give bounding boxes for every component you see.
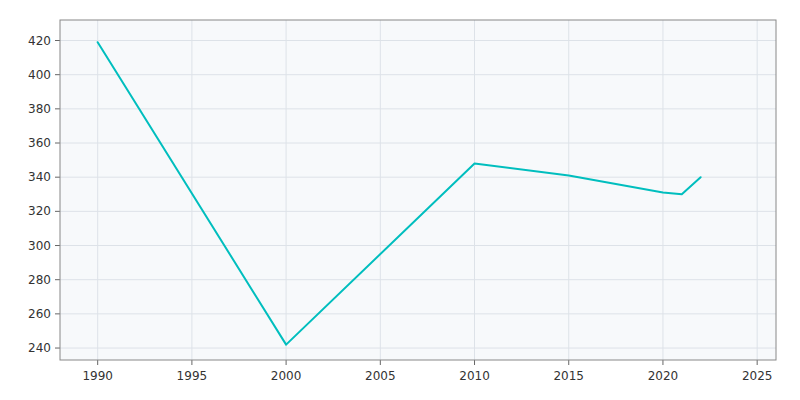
y-tick [55,177,60,178]
y-tick [55,74,60,75]
y-grid-line [60,108,776,109]
chart-svg: 1990 1995 2000 2005 2010 2015 2020 2025 240 260 28… [0,0,800,400]
y-tick [55,313,60,314]
x-tick [474,360,475,365]
x-grid-line [97,20,98,360]
x-tick-label: 2005 [365,369,396,383]
plot-background [60,20,776,360]
y-tick-label: 400 [28,68,51,82]
x-grid-line [662,20,663,360]
x-tick-label: 1990 [82,369,113,383]
x-tick-label: 2025 [742,369,773,383]
x-tick-label: 2020 [648,369,679,383]
x-grid-line [286,20,287,360]
plot-frame [60,20,776,360]
x-grid-line [474,20,475,360]
y-tick [55,108,60,109]
y-grid-line [60,143,776,144]
axes: 1990 1995 2000 2005 2010 2015 2020 2025 240 260 28… [28,20,776,383]
x-tick [757,360,758,365]
y-tick [55,245,60,246]
y-tick [55,40,60,41]
data-layer [98,42,701,344]
x-tick [191,360,192,365]
x-tick [380,360,381,365]
y-tick-label: 420 [28,34,51,48]
y-tick-label: 300 [28,239,51,253]
y-tick [55,211,60,212]
y-grid-line [60,348,776,349]
y-tick-label: 340 [28,170,51,184]
x-tick-label: 2010 [459,369,490,383]
x-grid-line [191,20,192,360]
y-tick-label: 280 [28,273,51,287]
grid [60,20,776,360]
y-grid-line [60,313,776,314]
y-tick [55,279,60,280]
x-tick-label: 1995 [177,369,208,383]
data-line [98,42,701,344]
y-grid-line [60,211,776,212]
y-tick-label: 320 [28,204,51,218]
x-grid-line [568,20,569,360]
x-tick [286,360,287,365]
x-tick [97,360,98,365]
y-grid-line [60,74,776,75]
chart-container: 1990 1995 2000 2005 2010 2015 2020 2025 240 260 28… [0,0,800,400]
x-grid-line [380,20,381,360]
y-grid-line [60,177,776,178]
y-tick-label: 380 [28,102,51,116]
x-tick-label: 2015 [553,369,584,383]
y-grid-line [60,40,776,41]
x-grid-line [757,20,758,360]
y-tick [55,348,60,349]
y-tick-label: 240 [28,341,51,355]
y-tick [55,143,60,144]
x-tick-label: 2000 [271,369,302,383]
y-tick-label: 360 [28,136,51,150]
y-grid-line [60,279,776,280]
x-tick [662,360,663,365]
y-grid-line [60,245,776,246]
y-tick-label: 260 [28,307,51,321]
x-tick [568,360,569,365]
